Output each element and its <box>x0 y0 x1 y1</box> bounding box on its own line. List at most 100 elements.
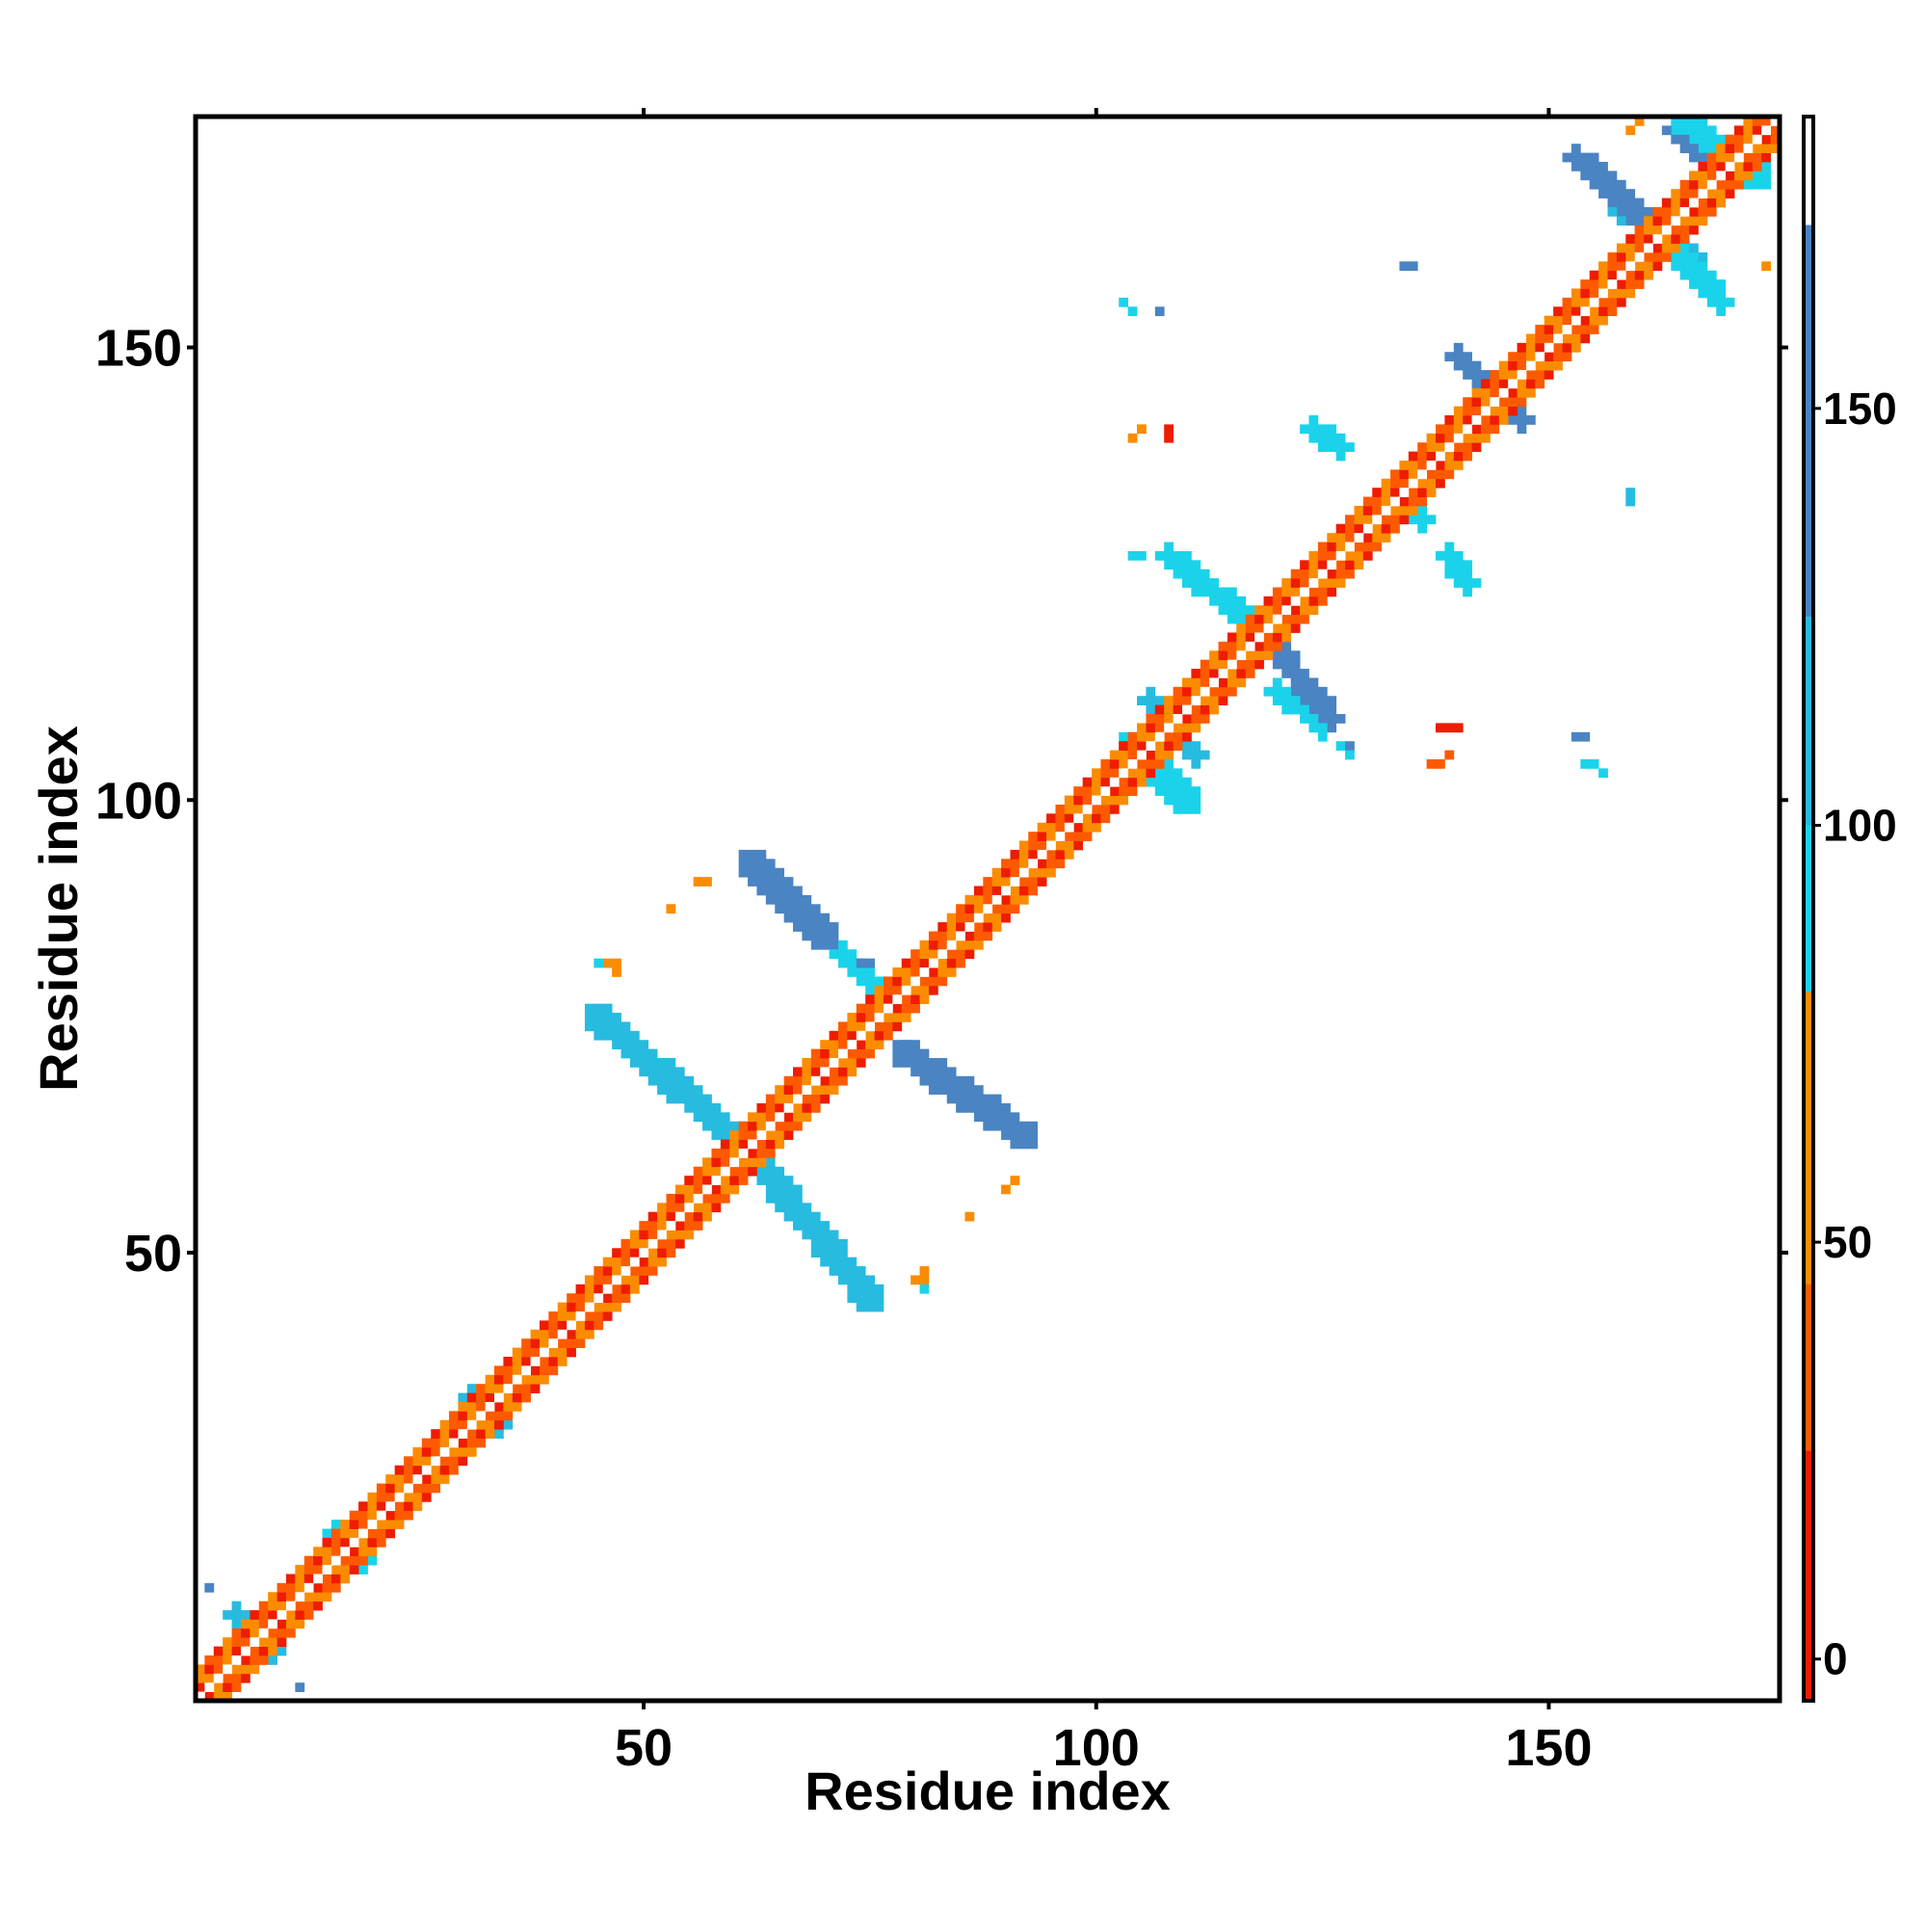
heatmap-cell <box>1028 867 1039 878</box>
heatmap-cell <box>1752 144 1762 153</box>
heatmap-cell <box>1092 822 1101 833</box>
heatmap-cell <box>802 1085 812 1095</box>
heatmap-cell <box>1263 686 1274 697</box>
heatmap-cell <box>956 940 965 950</box>
heatmap-cell <box>1508 370 1518 380</box>
heatmap-cell <box>1381 515 1391 525</box>
heatmap-cell <box>765 1193 776 1204</box>
heatmap-cell <box>1100 758 1111 769</box>
heatmap-cell <box>277 1582 287 1593</box>
heatmap-cell <box>349 1510 359 1521</box>
heatmap-cell <box>874 994 884 1005</box>
heatmap-cell <box>1028 886 1039 896</box>
heatmap-cell <box>1263 595 1274 606</box>
heatmap-cell <box>847 958 858 968</box>
heatmap-cell <box>1317 550 1328 561</box>
heatmap-cell <box>729 1184 740 1195</box>
heatmap-cell <box>629 1030 640 1041</box>
heatmap-cell <box>775 1112 785 1123</box>
heatmap-cell <box>937 958 948 968</box>
heatmap-cell <box>485 1392 495 1403</box>
heatmap-cell <box>729 1130 740 1140</box>
heatmap-cell <box>204 1582 215 1593</box>
heatmap-cell <box>837 958 848 968</box>
heatmap-cell <box>295 1619 305 1629</box>
heatmap-cell <box>748 1139 757 1150</box>
heatmap-cell <box>1100 777 1111 787</box>
heatmap-cell <box>928 940 938 950</box>
heatmap-cell <box>1698 144 1708 153</box>
heatmap-cell <box>367 1501 378 1512</box>
heatmap-cell <box>1679 189 1690 198</box>
heatmap-cell <box>1300 587 1309 597</box>
heatmap-cell <box>837 1266 848 1276</box>
heatmap-cell <box>1752 161 1762 172</box>
heatmap-cell <box>1480 370 1491 380</box>
heatmap-cell <box>620 1030 631 1041</box>
heatmap-cell <box>539 1338 549 1349</box>
heatmap-cell <box>911 958 920 968</box>
heatmap-cell <box>847 1266 858 1276</box>
heatmap-cell <box>322 1582 332 1593</box>
heatmap-cell <box>1616 179 1626 190</box>
heatmap-cell <box>1689 270 1699 280</box>
heatmap-cell <box>485 1401 495 1412</box>
heatmap-cell <box>1191 677 1201 688</box>
heatmap-cell <box>1146 704 1156 715</box>
heatmap-cell <box>919 1048 930 1059</box>
heatmap-cell <box>1689 206 1699 217</box>
heatmap-cell <box>901 958 911 968</box>
heatmap-cell <box>494 1411 504 1421</box>
heatmap-cell <box>1281 587 1292 597</box>
heatmap-cell <box>1308 696 1319 706</box>
heatmap-cell <box>1544 315 1554 326</box>
heatmap-cell <box>837 1248 848 1258</box>
heatmap-cell <box>1562 297 1572 307</box>
heatmap-cell <box>330 1520 341 1529</box>
heatmap-cell <box>1734 134 1744 145</box>
heatmap-cell <box>1181 578 1192 588</box>
heatmap-cell <box>1679 134 1690 145</box>
heatmap-cell <box>693 1203 703 1213</box>
heatmap-cell <box>856 1284 866 1294</box>
heatmap-cell <box>1426 469 1437 480</box>
heatmap-cell <box>512 1365 522 1376</box>
heatmap-cell <box>466 1446 477 1457</box>
heatmap-cell <box>330 1565 341 1575</box>
heatmap-cell <box>575 1320 586 1331</box>
heatmap-cell <box>1055 804 1066 814</box>
heatmap-cell <box>738 1157 749 1168</box>
heatmap-cell <box>1381 488 1391 497</box>
heatmap-cell <box>729 1121 740 1131</box>
heatmap-cell <box>711 1184 722 1195</box>
heatmap-cell <box>1399 478 1410 489</box>
heatmap-cell <box>919 958 930 968</box>
heatmap-cell <box>358 1537 368 1548</box>
heatmap-cell <box>476 1411 487 1421</box>
heatmap-cell <box>892 1058 903 1068</box>
heatmap-cell <box>367 1520 378 1529</box>
heatmap-cell <box>1553 352 1563 362</box>
heatmap-cell <box>901 1058 911 1068</box>
heatmap-cell <box>1037 877 1047 887</box>
heatmap-cell <box>1335 569 1346 579</box>
heatmap-cell <box>1580 306 1591 317</box>
heatmap-cell <box>1436 550 1445 561</box>
heatmap-cell <box>1607 198 1618 208</box>
heatmap-cell <box>946 922 957 932</box>
heatmap-cell <box>874 1021 884 1032</box>
heatmap-cell <box>1390 523 1400 534</box>
heatmap-cell <box>1372 523 1383 534</box>
heatmap-cell <box>911 1048 920 1059</box>
heatmap-cell <box>1679 216 1690 226</box>
heatmap-cell <box>629 1058 640 1068</box>
heatmap-cell <box>1399 469 1410 480</box>
heatmap-cell <box>1327 714 1337 724</box>
heatmap-cell <box>847 1030 858 1041</box>
heatmap-cell <box>349 1547 359 1557</box>
heatmap-cell <box>783 886 794 896</box>
heatmap-cell <box>748 867 757 878</box>
colorbar-band <box>1804 1284 1813 1451</box>
heatmap-cell <box>829 949 839 960</box>
heatmap-cell <box>702 1211 712 1222</box>
